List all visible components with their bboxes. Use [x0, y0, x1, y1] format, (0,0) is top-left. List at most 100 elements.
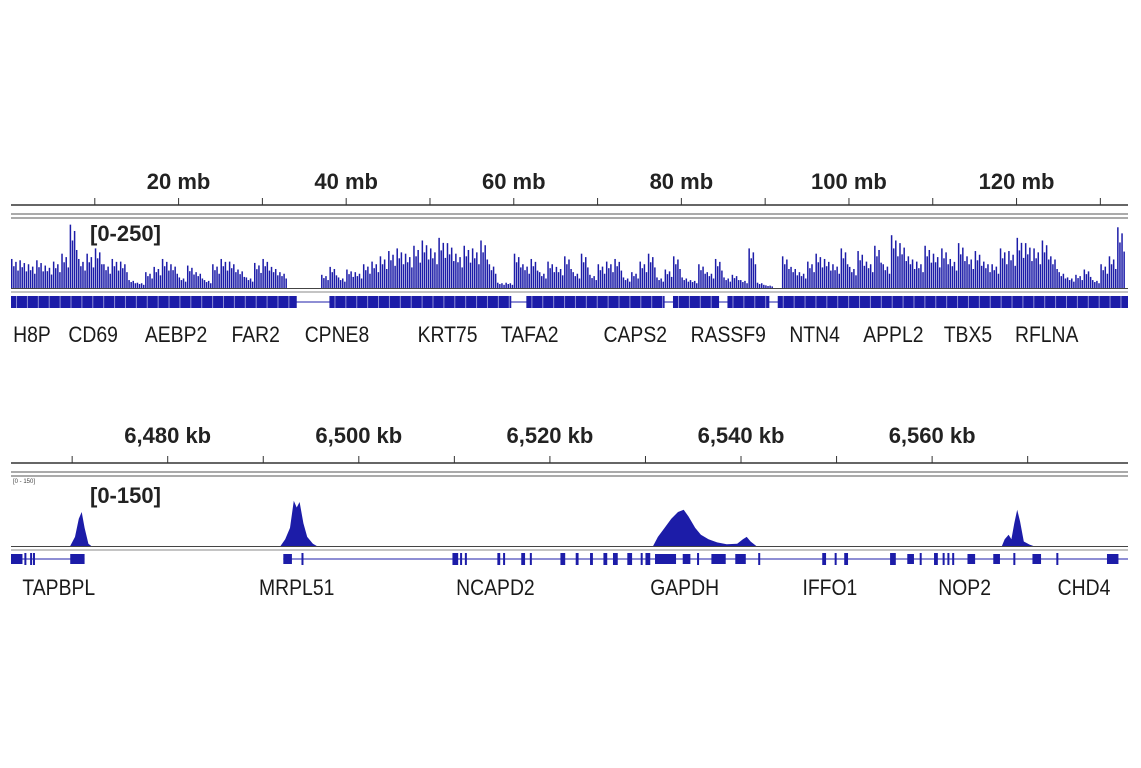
coverage-bar — [985, 268, 987, 288]
coverage-bar — [729, 281, 732, 288]
coverage-bar — [109, 273, 111, 288]
coverage-bar — [344, 281, 346, 288]
gene-gap-slit — [935, 296, 937, 308]
coverage-bar — [991, 264, 993, 288]
gene-gap-slit — [651, 296, 653, 308]
coverage-bar — [1008, 251, 1010, 288]
coverage-bar — [195, 272, 197, 288]
coverage-bar — [228, 261, 231, 288]
gene-gap-slit — [157, 296, 159, 308]
coverage-bar — [356, 276, 359, 288]
coverage-bar — [892, 248, 895, 288]
coverage-bar — [580, 253, 583, 288]
coverage-bar — [517, 257, 520, 288]
coverage-bar — [597, 264, 600, 288]
coverage-bar — [239, 274, 241, 288]
gene-exon — [890, 553, 896, 565]
gene-exon — [655, 554, 677, 564]
coverage-bar — [765, 285, 767, 288]
coverage-bar — [536, 270, 539, 288]
coverage-bar — [371, 261, 373, 288]
coverage-bar — [1073, 281, 1075, 288]
coverage-bar — [530, 258, 533, 288]
coverage-bar — [21, 267, 23, 288]
coverage-bar — [993, 270, 996, 288]
gene-label-chd4: CHD4 — [1058, 576, 1111, 600]
coverage-bar — [279, 272, 281, 288]
coverage-bar — [469, 262, 472, 288]
coverage-bar — [262, 258, 264, 288]
gene-gap-slit — [255, 296, 257, 308]
coverage-bar — [733, 278, 736, 288]
coverage-bar — [450, 247, 453, 288]
coverage-bar — [92, 267, 95, 288]
coverage-bar — [790, 266, 792, 288]
coverage-bar — [524, 270, 526, 288]
gene-gap-slit — [497, 296, 499, 308]
coverage-bar — [543, 273, 545, 288]
coverage-bar — [853, 268, 855, 288]
gene-gap-slit — [732, 296, 734, 308]
coverage-bar — [417, 249, 419, 288]
gene-exon — [575, 553, 579, 565]
coverage-bar — [440, 250, 442, 288]
coverage-bar — [819, 257, 822, 288]
coverage-bar — [1077, 278, 1079, 288]
coverage-bar — [865, 261, 868, 288]
coverage-bar — [1052, 264, 1054, 288]
coverage-bar — [1089, 276, 1092, 288]
coverage-bar — [589, 274, 591, 288]
gene-gap-slit — [266, 296, 268, 308]
coverage-bar — [63, 262, 65, 288]
coverage-bar — [970, 259, 972, 288]
coverage-bar — [1102, 270, 1104, 288]
coverage-bar — [794, 268, 796, 288]
coverage-bar — [547, 261, 549, 288]
coverage-bar — [922, 272, 924, 288]
coverage-bar — [503, 284, 505, 288]
coverage-bar — [25, 271, 28, 288]
gene-gap-slit — [957, 296, 959, 308]
gene-gap-slit — [848, 296, 850, 308]
coverage-bar — [57, 264, 59, 288]
gene-label-gapdh: GAPDH — [650, 576, 719, 600]
coverage-bar — [427, 259, 430, 288]
coverage-bar — [654, 267, 656, 288]
coverage-bar — [117, 270, 120, 288]
coverage-track — [11, 224, 1125, 288]
coverage-bar — [727, 278, 729, 288]
coverage-bar — [1041, 240, 1044, 288]
ruler-tick-label: 6,500 kb — [315, 423, 402, 448]
coverage-bar — [756, 282, 759, 288]
coverage-bar — [878, 249, 880, 288]
coverage-bar — [482, 252, 484, 288]
gene-gap-slit — [59, 296, 61, 308]
coverage-bar — [748, 248, 750, 288]
coverage-bar — [861, 254, 864, 288]
coverage-bar — [704, 273, 706, 288]
chromosome-panel: 20 mb 40 mb 60 mb 80 mb 100 mb 120 mb [0-250]… — [11, 169, 1128, 347]
coverage-bar — [631, 272, 633, 288]
gene-exon — [822, 553, 827, 565]
ruler-tick-label: 40 mb — [314, 169, 378, 194]
coverage-bar — [497, 282, 499, 288]
coverage-bar — [643, 264, 646, 288]
coverage-bar — [413, 245, 415, 288]
coverage-bar — [1108, 256, 1111, 288]
gene-exon — [967, 554, 976, 564]
coverage-bar — [587, 267, 589, 288]
gene-gap-slit — [1044, 296, 1046, 308]
coverage-bar — [1098, 283, 1100, 288]
coverage-bar — [840, 248, 843, 288]
coverage-bar — [434, 252, 436, 288]
coverage-bar — [675, 264, 677, 288]
coverage-bar — [848, 266, 851, 288]
gene-exon — [560, 553, 566, 565]
coverage-bar — [752, 252, 755, 288]
small-data-range-label: [0 - 150] — [13, 479, 35, 485]
coverage-bar — [499, 284, 501, 288]
coverage-bar — [1001, 258, 1004, 288]
coverage-bar — [159, 275, 162, 288]
coverage-bar — [67, 267, 70, 288]
coverage-bar — [23, 263, 26, 288]
